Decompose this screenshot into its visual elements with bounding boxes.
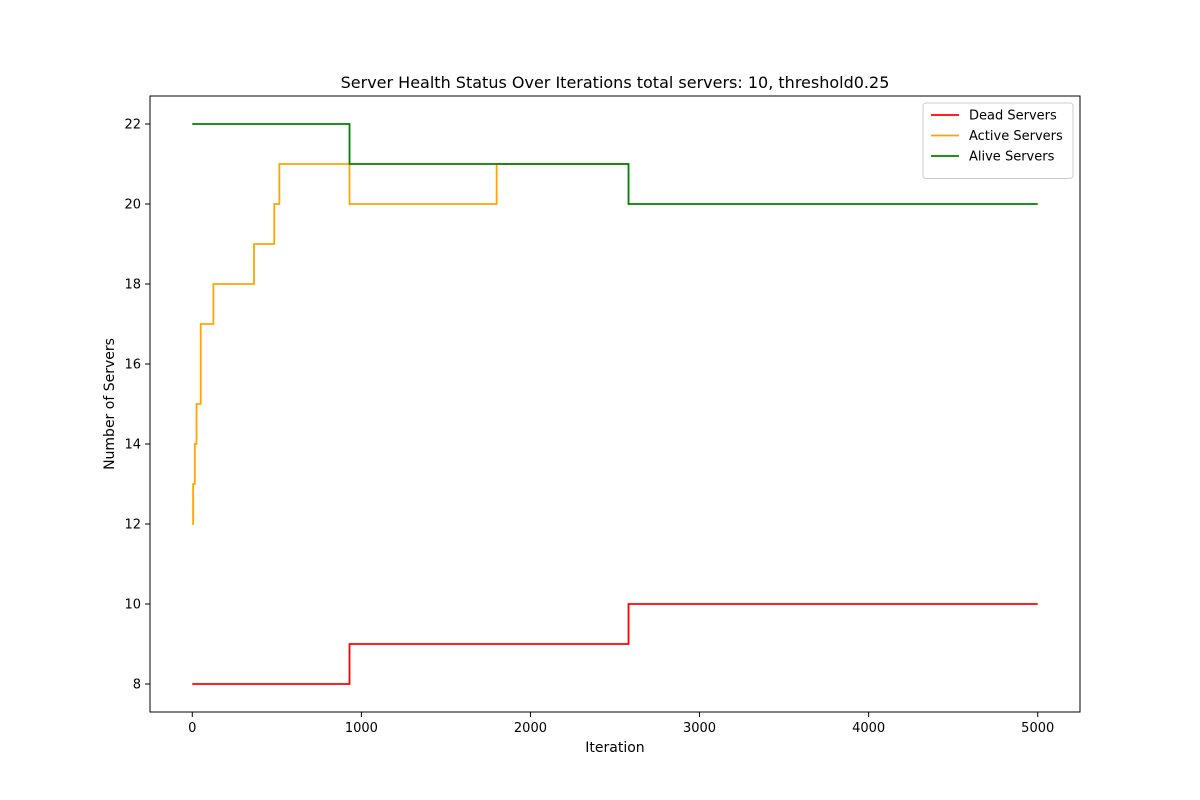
y-axis: 8 10 12 14 16 18 20 22 [124,118,150,693]
series-line-1 [192,163,629,525]
legend-label-2: Alive Servers [969,150,1055,165]
y-tick-label: 22 [124,118,141,133]
y-tick-label: 8 [133,678,141,693]
plot-frame [149,95,1081,713]
x-axis-label: Iteration [585,740,644,756]
x-axis: 0 1000 2000 3000 4000 5000 [188,712,1054,736]
y-tick-label: 20 [124,198,141,213]
series-line-0 [192,603,1038,685]
y-axis-label: Number of Servers [102,338,118,470]
y-tick-label: 12 [124,518,141,533]
legend-label-0: Dead Servers [969,109,1057,124]
x-tick-label: 5000 [1021,721,1054,736]
x-tick-label: 1000 [345,721,378,736]
x-tick-label: 0 [188,721,196,736]
series-line-2 [192,123,1038,205]
legend: Dead Servers Active Servers Alive Servers [922,102,1074,179]
y-tick-label: 10 [124,598,141,613]
legend-label-1: Active Servers [969,129,1063,144]
legend-box [922,102,1074,179]
plot-lines [192,123,1038,685]
y-tick-label: 16 [124,358,141,373]
x-tick-label: 4000 [852,721,885,736]
x-tick-label: 2000 [514,721,547,736]
y-tick-label: 18 [124,278,141,293]
chart-title: Server Health Status Over Iterations tot… [341,73,890,92]
x-tick-label: 3000 [683,721,716,736]
y-tick-label: 14 [124,438,141,453]
